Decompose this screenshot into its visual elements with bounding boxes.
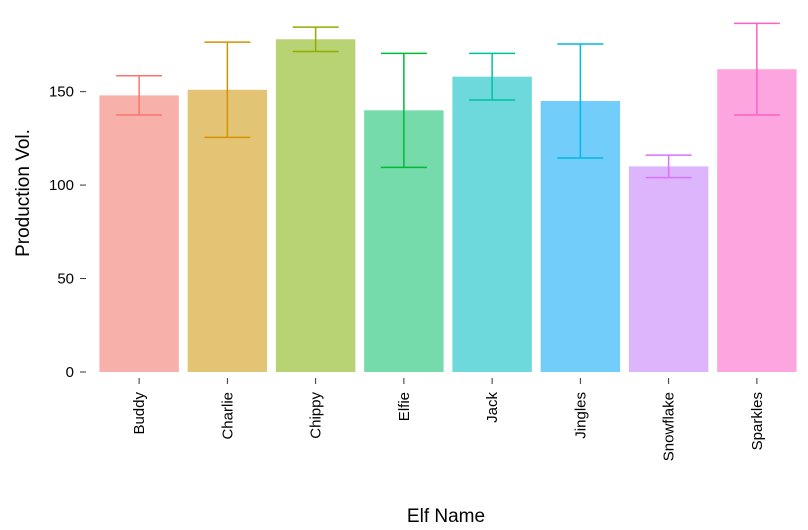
x-tick-label: Jingles bbox=[572, 392, 589, 439]
error-bar bbox=[733, 22, 780, 116]
error-bar bbox=[204, 41, 251, 139]
bar bbox=[717, 69, 797, 372]
bar bbox=[628, 166, 709, 372]
bar bbox=[99, 95, 179, 372]
y-tick-label: 150 bbox=[49, 84, 74, 101]
y-tick-label: 100 bbox=[49, 177, 74, 194]
error-bar bbox=[645, 154, 692, 179]
x-tick-label: Charlie bbox=[219, 392, 236, 440]
error-bar bbox=[292, 26, 339, 53]
y-axis-title: Production Vol. bbox=[13, 129, 34, 257]
x-tick-label: Snowflake bbox=[661, 392, 678, 461]
x-tick-label: Jack bbox=[484, 392, 501, 423]
x-tick-label: Chippy bbox=[308, 392, 325, 439]
x-axis-title: Elf Name bbox=[407, 506, 485, 527]
error-bar bbox=[116, 74, 163, 116]
bar bbox=[452, 76, 532, 372]
y-tick-label: 0 bbox=[66, 364, 74, 381]
y-tick-label: 50 bbox=[57, 271, 74, 288]
error-bar bbox=[469, 52, 516, 101]
x-tick-label: Sparkles bbox=[749, 392, 766, 450]
bar bbox=[275, 39, 356, 372]
x-tick-label: Elfie bbox=[396, 392, 413, 421]
x-tick-label: Buddy bbox=[131, 392, 148, 435]
error-bar bbox=[557, 43, 604, 159]
error-bar bbox=[380, 52, 427, 169]
